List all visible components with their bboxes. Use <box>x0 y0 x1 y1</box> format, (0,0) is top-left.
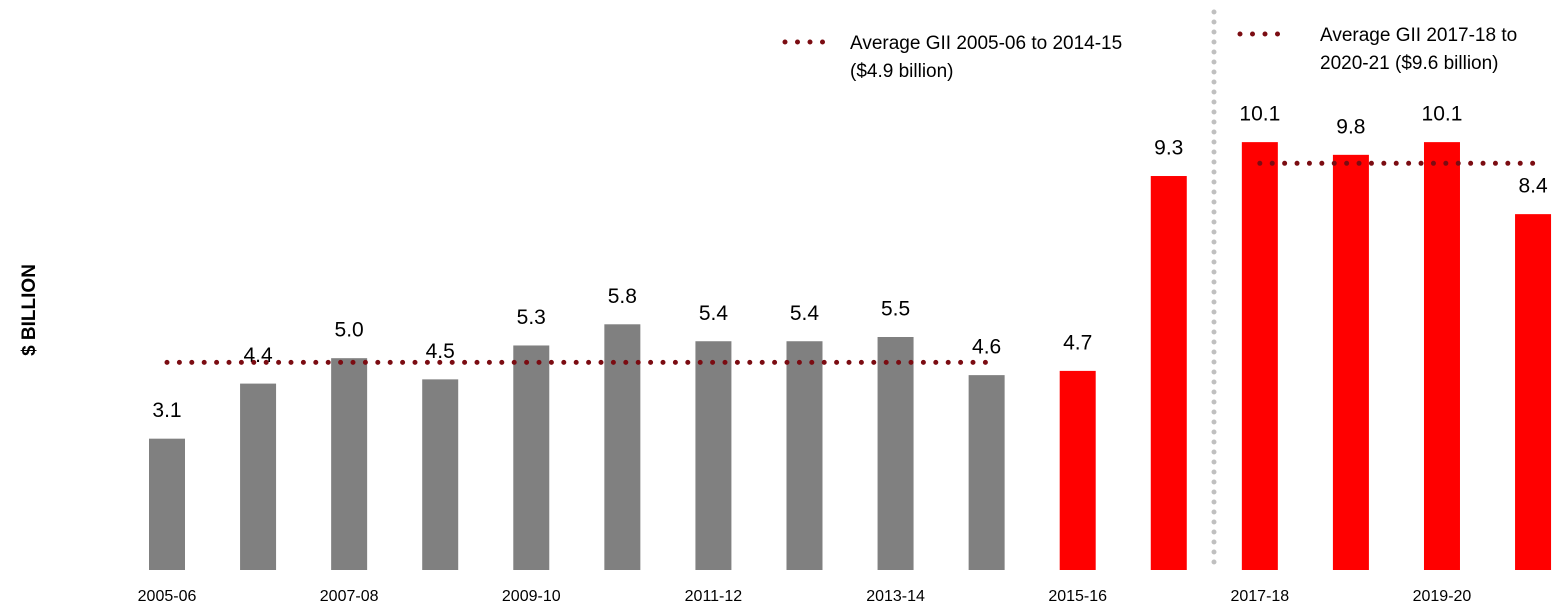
bar <box>1150 176 1187 570</box>
bar <box>877 337 914 570</box>
value-label: 5.3 <box>517 306 546 329</box>
bar <box>1059 370 1096 570</box>
bar <box>331 358 368 570</box>
legend-label: Average GII 2017-18 to <box>1320 25 1517 46</box>
value-label: 5.5 <box>881 298 910 321</box>
x-tick-label: 2013-14 <box>866 588 925 605</box>
x-tick-label: 2017-18 <box>1230 588 1289 605</box>
bar <box>786 341 823 570</box>
bar <box>1332 154 1369 570</box>
bar <box>1423 142 1460 571</box>
y-axis-label: $ BILLION <box>19 264 40 356</box>
bar <box>1515 214 1552 571</box>
value-label: 3.1 <box>152 399 181 422</box>
value-label: 5.8 <box>608 285 637 308</box>
value-label: 10.1 <box>1422 103 1463 126</box>
legend-label: Average GII 2005-06 to 2014-15 <box>850 33 1122 54</box>
x-tick-label: 2019-20 <box>1413 588 1472 605</box>
x-tick-label: 2015-16 <box>1048 588 1107 605</box>
bar <box>1241 142 1278 571</box>
bar <box>695 341 732 570</box>
bar <box>513 345 550 570</box>
bar <box>422 379 459 570</box>
value-label: 8.4 <box>1518 175 1548 198</box>
x-tick-label: 2005-06 <box>138 588 197 605</box>
bar <box>604 324 641 570</box>
value-label: 10.1 <box>1239 103 1280 126</box>
x-tick-label: 2009-10 <box>502 588 561 605</box>
value-label: 4.6 <box>972 336 1001 359</box>
value-label: 5.4 <box>790 302 820 325</box>
x-tick-label: 2011-12 <box>685 588 743 605</box>
value-label: 9.8 <box>1336 115 1365 138</box>
x-tick-label: 2007-08 <box>320 588 379 605</box>
value-label: 4.5 <box>426 340 455 363</box>
value-label: 4.7 <box>1063 331 1092 354</box>
bar <box>240 383 277 570</box>
value-label: 9.3 <box>1154 137 1183 160</box>
bar <box>968 375 1005 570</box>
legend-label: ($4.9 billion) <box>850 61 954 82</box>
value-label: 4.4 <box>243 344 273 367</box>
value-label: 5.4 <box>699 302 729 325</box>
legend-label: 2020-21 ($9.6 billion) <box>1320 53 1499 74</box>
value-label: 5.0 <box>335 319 364 342</box>
bar <box>149 438 185 570</box>
